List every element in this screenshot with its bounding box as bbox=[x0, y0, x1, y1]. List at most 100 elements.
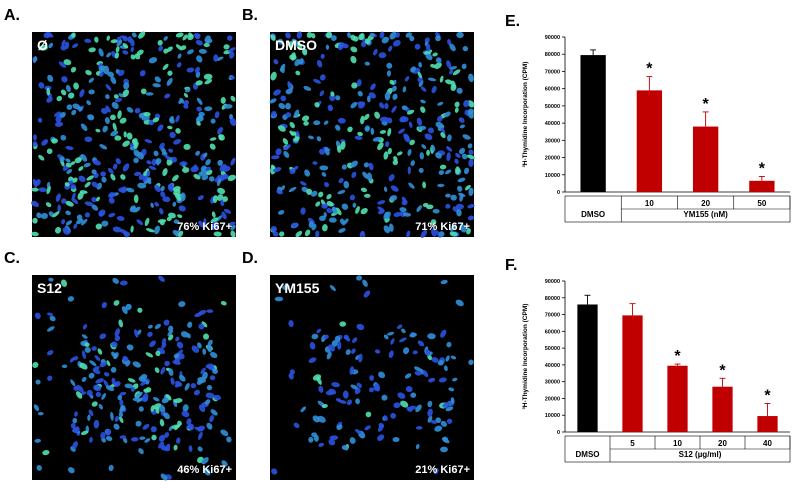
cell bbox=[374, 349, 381, 354]
cell bbox=[201, 321, 208, 328]
treatment-label: YM155 bbox=[275, 280, 320, 296]
cell bbox=[114, 415, 120, 422]
cell bbox=[343, 180, 350, 189]
cell bbox=[105, 385, 115, 392]
cell bbox=[87, 114, 95, 121]
cell bbox=[203, 42, 210, 48]
cell bbox=[217, 187, 226, 195]
cell bbox=[326, 351, 332, 360]
cell bbox=[450, 355, 457, 360]
cell bbox=[468, 108, 474, 115]
cell bbox=[402, 86, 407, 93]
cell bbox=[446, 418, 453, 424]
cell bbox=[462, 134, 471, 140]
cell bbox=[194, 66, 200, 74]
cell bbox=[205, 392, 215, 399]
cell bbox=[364, 61, 371, 66]
cell bbox=[342, 218, 349, 226]
cell bbox=[110, 173, 116, 181]
cell bbox=[114, 335, 121, 342]
cell bbox=[104, 117, 110, 125]
cell bbox=[303, 121, 309, 126]
cell bbox=[466, 228, 471, 235]
cell bbox=[316, 376, 322, 385]
cell bbox=[125, 187, 135, 193]
cell bbox=[194, 33, 201, 40]
cell bbox=[365, 411, 372, 418]
result-label: 46% Ki67+ bbox=[177, 464, 232, 476]
cell bbox=[273, 89, 281, 96]
cell bbox=[98, 403, 103, 410]
cell bbox=[140, 88, 147, 95]
cell bbox=[445, 193, 451, 198]
cell bbox=[210, 351, 218, 359]
cell bbox=[144, 217, 150, 227]
cell bbox=[111, 101, 119, 109]
cell bbox=[178, 301, 186, 307]
cell bbox=[435, 57, 442, 64]
cell bbox=[86, 175, 95, 181]
cell bbox=[347, 32, 351, 39]
cell bbox=[112, 163, 118, 170]
cell bbox=[35, 379, 41, 385]
cell bbox=[212, 195, 218, 204]
cell bbox=[196, 97, 203, 105]
cell bbox=[448, 69, 454, 75]
cell bbox=[316, 59, 323, 68]
cell bbox=[74, 411, 78, 417]
cell bbox=[442, 401, 451, 408]
cell bbox=[331, 207, 338, 214]
cell bbox=[125, 360, 131, 367]
cell bbox=[175, 336, 180, 342]
cell bbox=[108, 212, 116, 218]
cell bbox=[461, 63, 467, 70]
cell bbox=[207, 339, 213, 346]
significance-marker: * bbox=[719, 362, 726, 379]
cell bbox=[397, 392, 406, 399]
x-tick-label: 40 bbox=[763, 439, 772, 448]
cell bbox=[139, 70, 146, 77]
cell bbox=[407, 148, 412, 156]
cell bbox=[32, 178, 38, 188]
cell bbox=[467, 204, 475, 209]
cell bbox=[409, 332, 417, 338]
cell bbox=[306, 188, 313, 195]
cell bbox=[71, 109, 77, 116]
cell bbox=[146, 170, 151, 177]
cell bbox=[182, 167, 190, 173]
cell bbox=[459, 124, 466, 129]
cell bbox=[402, 347, 410, 355]
cell bbox=[438, 231, 445, 237]
significance-marker: * bbox=[674, 348, 681, 365]
cell bbox=[458, 117, 465, 123]
cell bbox=[272, 231, 279, 237]
cell bbox=[46, 185, 51, 195]
cell bbox=[197, 195, 204, 201]
cell bbox=[175, 115, 180, 123]
cell bbox=[468, 73, 474, 83]
cell bbox=[135, 420, 142, 427]
cell bbox=[425, 53, 433, 61]
cell bbox=[164, 360, 170, 367]
cell bbox=[283, 150, 290, 158]
cell bbox=[312, 415, 320, 423]
cell bbox=[126, 107, 134, 113]
cell bbox=[32, 217, 38, 224]
cell bbox=[396, 324, 403, 329]
cell bbox=[230, 157, 236, 166]
cell bbox=[152, 117, 160, 123]
cell bbox=[276, 189, 283, 195]
cell bbox=[72, 103, 81, 110]
cell bbox=[223, 104, 233, 109]
cell bbox=[280, 95, 287, 102]
cell bbox=[116, 216, 125, 221]
cell bbox=[66, 104, 73, 110]
cell bbox=[448, 387, 455, 392]
cell bbox=[101, 392, 107, 400]
y-tick-label: 50000 bbox=[545, 104, 560, 110]
cell bbox=[416, 117, 423, 126]
treatment-label: Ø bbox=[37, 37, 48, 53]
cell bbox=[354, 135, 363, 140]
cell bbox=[328, 388, 337, 395]
cell bbox=[459, 224, 467, 233]
